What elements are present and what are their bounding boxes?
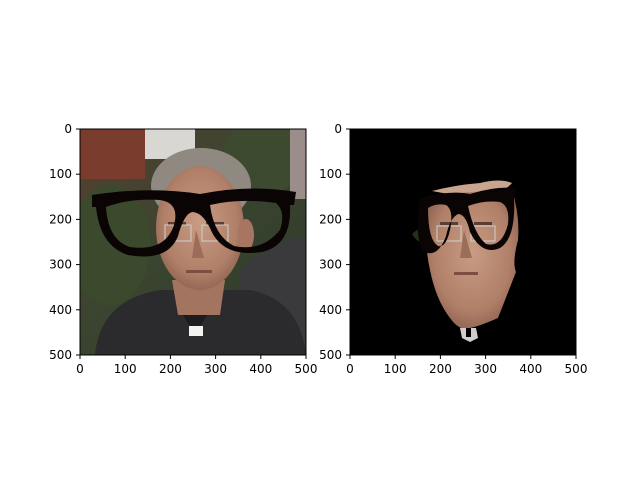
left-x-tick-label: 500 <box>295 362 318 376</box>
right-axis-ticks: 0 100 200 300 400 500 0 100 200 300 400 500 <box>319 122 587 376</box>
left-x-tick-label: 0 <box>76 362 84 376</box>
left-x-tick-label: 300 <box>204 362 227 376</box>
right-glasses-overlay <box>417 187 516 254</box>
left-y-tick-label: 0 <box>64 122 72 136</box>
left-y-tick-label: 500 <box>49 348 72 362</box>
right-x-tick-label: 0 <box>346 362 354 376</box>
left-y-tick-label: 200 <box>49 212 72 226</box>
left-x-tick-label: 400 <box>249 362 272 376</box>
right-y-tick-label: 0 <box>334 122 342 136</box>
left-x-tick-label: 100 <box>114 362 137 376</box>
right-axes-frame <box>349 128 577 356</box>
right-x-tick-label: 400 <box>519 362 542 376</box>
left-y-tick-label: 100 <box>49 167 72 181</box>
right-y-tick-label: 200 <box>319 212 342 226</box>
right-x-tick-label: 300 <box>474 362 497 376</box>
right-y-tick-label: 100 <box>319 167 342 181</box>
left-panel-image <box>80 129 306 355</box>
right-y-tick-label: 500 <box>319 348 342 362</box>
right-panel-image <box>350 129 576 355</box>
left-axes-frame <box>79 128 307 356</box>
left-y-tick-label: 400 <box>49 303 72 317</box>
left-axis-ticks: 0 100 200 300 400 500 0 100 200 300 400 500 <box>49 122 317 376</box>
left-glasses-overlay <box>92 188 296 257</box>
right-y-tick-label: 400 <box>319 303 342 317</box>
left-y-tick-label: 300 <box>49 258 72 272</box>
right-y-tick-label: 300 <box>319 258 342 272</box>
right-x-tick-label: 500 <box>565 362 588 376</box>
right-x-tick-label: 200 <box>429 362 452 376</box>
left-x-tick-label: 200 <box>159 362 182 376</box>
right-x-tick-label: 100 <box>384 362 407 376</box>
